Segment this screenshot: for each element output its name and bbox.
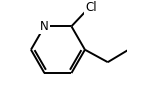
Text: Cl: Cl (85, 1, 97, 14)
Text: N: N (40, 20, 49, 33)
